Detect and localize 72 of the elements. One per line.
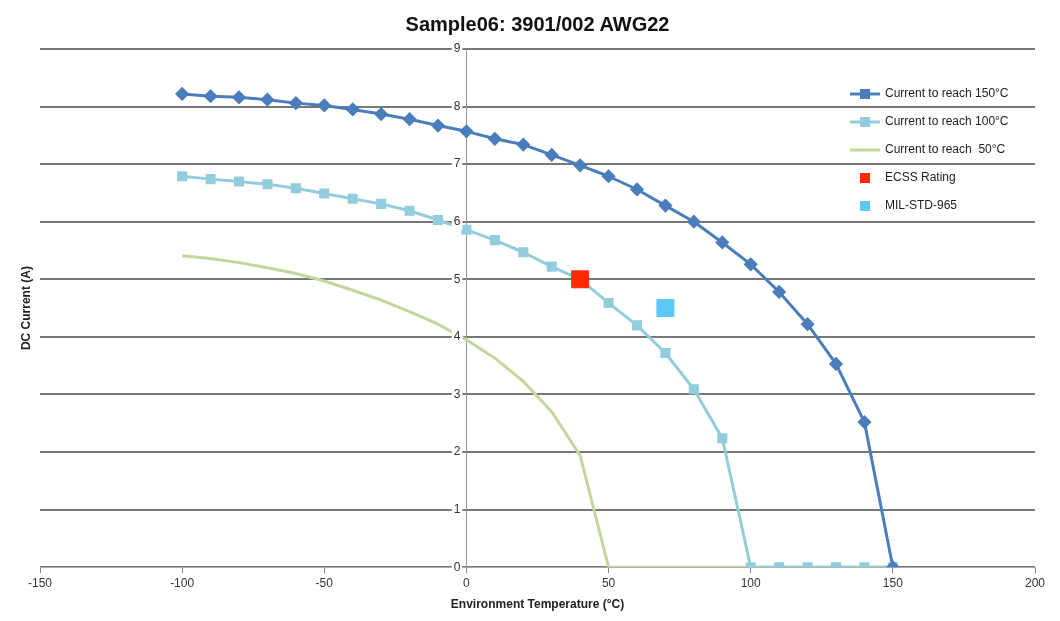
point xyxy=(717,433,728,444)
point xyxy=(631,320,643,331)
point xyxy=(205,174,216,185)
legend-label: Current to reach 100°C xyxy=(885,114,1009,129)
point xyxy=(175,87,189,101)
point xyxy=(260,93,274,107)
point xyxy=(829,357,843,371)
point xyxy=(232,90,246,104)
point xyxy=(403,112,417,126)
point xyxy=(233,176,245,187)
point xyxy=(177,171,188,182)
point xyxy=(744,257,758,271)
point xyxy=(488,132,502,146)
point xyxy=(374,107,388,121)
point xyxy=(262,179,273,190)
point xyxy=(431,119,445,133)
y-tick-label: 4 xyxy=(453,329,461,344)
x-tick-label: 50 xyxy=(601,575,616,590)
point xyxy=(518,247,529,258)
y-tick-label: 0 xyxy=(453,559,461,574)
legend-label: MIL-STD-965 xyxy=(885,198,958,213)
y-tick-label: 1 xyxy=(453,501,461,516)
point xyxy=(602,169,616,183)
point xyxy=(715,235,729,249)
point xyxy=(546,261,557,272)
legend-label: ECSS Rating xyxy=(885,170,956,185)
point xyxy=(290,183,301,194)
point xyxy=(317,98,331,112)
y-tick-label: 3 xyxy=(453,386,461,401)
y-tick-label: 2 xyxy=(453,444,461,459)
point xyxy=(347,193,358,204)
legend-label: Current to reach 50°C xyxy=(885,142,1006,157)
y-tick-label: 8 xyxy=(453,98,461,113)
y-tick-label: 7 xyxy=(453,156,461,171)
point xyxy=(346,102,360,116)
x-tick-label: 100 xyxy=(740,575,762,590)
point xyxy=(688,384,699,395)
point xyxy=(459,124,473,138)
y-tick-label: 6 xyxy=(453,214,461,229)
point xyxy=(801,317,815,331)
point xyxy=(656,299,675,318)
x-axis-title: Environment Temperature (°C) xyxy=(450,597,625,612)
point xyxy=(204,89,218,103)
point xyxy=(660,347,671,359)
point xyxy=(489,235,500,246)
point xyxy=(376,198,387,209)
point xyxy=(404,205,415,216)
point xyxy=(772,285,786,299)
chart-title: Sample06: 3901/002 AWG22 xyxy=(405,12,670,35)
x-tick-label: 150 xyxy=(882,575,904,590)
point xyxy=(687,215,701,229)
x-tick-label: -150 xyxy=(27,575,53,590)
point xyxy=(573,158,587,172)
x-tick-label: 200 xyxy=(1024,575,1046,590)
point xyxy=(432,214,444,226)
y-axis-title: DC Current (A) xyxy=(19,266,33,351)
point xyxy=(571,270,590,289)
y-tick-label: 9 xyxy=(453,41,461,56)
legend-label: Current to reach 150°C xyxy=(885,86,1009,101)
point xyxy=(857,415,871,429)
point xyxy=(603,297,614,308)
point xyxy=(289,96,303,110)
x-tick-label: 0 xyxy=(463,575,471,590)
y-tick-label: 5 xyxy=(453,271,461,286)
point xyxy=(630,182,644,196)
point xyxy=(461,224,472,235)
x-tick-label: -50 xyxy=(315,575,334,590)
x-tick-label: -100 xyxy=(170,575,195,590)
point xyxy=(658,199,672,213)
point xyxy=(319,188,330,199)
point xyxy=(516,138,530,152)
point xyxy=(545,148,559,162)
